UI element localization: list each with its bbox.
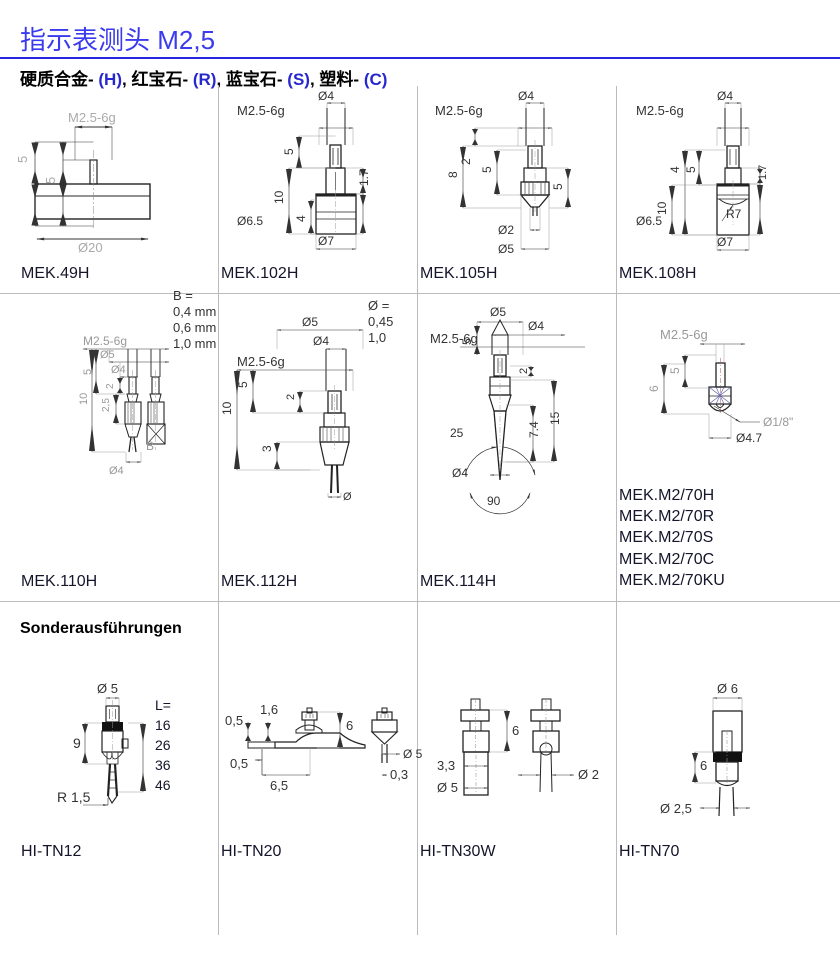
svg-text:10: 10 [78, 393, 90, 405]
svg-text:M2.5-6g: M2.5-6g [237, 354, 285, 369]
svg-text:2: 2 [459, 158, 473, 165]
svg-text:Ø1/8": Ø1/8" [763, 415, 793, 429]
svg-text:36: 36 [155, 757, 171, 773]
svg-text:5: 5 [668, 367, 682, 374]
svg-text:M2.5-6g: M2.5-6g [68, 110, 116, 125]
svg-text:M2.5-6g: M2.5-6g [83, 334, 127, 348]
svg-text:3,3: 3,3 [437, 758, 455, 773]
svg-text:6: 6 [512, 723, 519, 738]
svg-text:0,5: 0,5 [230, 756, 248, 771]
svg-text:Ø4: Ø4 [452, 466, 468, 480]
svg-text:Ø5: Ø5 [498, 242, 514, 256]
svg-text:15: 15 [548, 411, 562, 425]
svg-text:0,4 mm: 0,4 mm [173, 304, 216, 319]
svg-text:7.4: 7.4 [527, 421, 541, 438]
svg-text:L=: L= [155, 697, 171, 713]
svg-text:1.7: 1.7 [357, 169, 371, 186]
svg-text:25: 25 [450, 426, 464, 440]
svg-text:1,0: 1,0 [368, 330, 386, 345]
svg-text:Ø: Ø [343, 491, 352, 503]
svg-text:1,0 mm: 1,0 mm [173, 336, 216, 351]
svg-text:6: 6 [346, 718, 353, 733]
svg-text:5: 5 [15, 156, 30, 163]
svg-text:B =: B = [173, 288, 193, 303]
svg-text:M2.5-6g: M2.5-6g [435, 103, 483, 118]
svg-text:2: 2 [518, 368, 530, 374]
svg-text:Ø 2: Ø 2 [578, 767, 599, 782]
svg-text:B: B [146, 439, 154, 453]
svg-text:46: 46 [155, 777, 171, 793]
svg-text:Ø4: Ø4 [313, 334, 329, 348]
svg-text:4: 4 [668, 166, 682, 173]
svg-text:16: 16 [155, 717, 171, 733]
svg-text:10: 10 [655, 201, 669, 215]
svg-text:Ø6.5: Ø6.5 [636, 214, 662, 228]
svg-text:2: 2 [105, 383, 116, 389]
svg-text:0,6 mm: 0,6 mm [173, 320, 216, 335]
svg-text:5: 5 [480, 166, 494, 173]
svg-text:Ø4: Ø4 [109, 465, 124, 477]
svg-text:R 1,5: R 1,5 [57, 789, 91, 805]
svg-text:6,5: 6,5 [270, 778, 288, 793]
svg-text:Ø2: Ø2 [498, 223, 514, 237]
svg-text:Ø5: Ø5 [302, 315, 318, 329]
svg-text:5: 5 [236, 381, 250, 388]
svg-text:2: 2 [285, 394, 297, 400]
svg-text:Ø =: Ø = [368, 298, 389, 313]
svg-text:Ø4: Ø4 [528, 319, 544, 333]
svg-text:8: 8 [446, 171, 460, 178]
svg-text:M2.5-6g: M2.5-6g [237, 103, 285, 118]
svg-text:0,45: 0,45 [368, 314, 393, 329]
svg-text:Ø7: Ø7 [717, 235, 733, 249]
svg-text:Ø4: Ø4 [318, 89, 334, 103]
svg-text:0,3: 0,3 [390, 767, 408, 782]
svg-text:26: 26 [155, 737, 171, 753]
svg-text:Ø 5: Ø 5 [437, 780, 458, 795]
svg-text:10: 10 [272, 190, 286, 204]
svg-text:6: 6 [700, 758, 707, 773]
svg-text:Ø 5: Ø 5 [403, 747, 423, 761]
svg-text:Ø 6: Ø 6 [717, 681, 738, 696]
svg-text:2,5: 2,5 [101, 398, 112, 412]
svg-text:90: 90 [487, 494, 501, 508]
svg-text:Ø5: Ø5 [100, 349, 115, 361]
svg-text:6: 6 [647, 385, 661, 392]
svg-text:Ø4: Ø4 [518, 89, 534, 103]
svg-text:Ø20: Ø20 [78, 240, 103, 255]
svg-text:Ø 5: Ø 5 [97, 681, 118, 696]
svg-text:R7: R7 [726, 207, 742, 221]
svg-text:Ø7: Ø7 [318, 234, 334, 248]
svg-text:5: 5 [460, 338, 474, 345]
svg-text:0,5: 0,5 [225, 713, 243, 728]
svg-text:Ø6.5: Ø6.5 [237, 214, 263, 228]
svg-text:3: 3 [260, 445, 274, 452]
svg-text:1,6: 1,6 [260, 702, 278, 717]
svg-text:Ø 2,5: Ø 2,5 [660, 801, 692, 816]
svg-text:10: 10 [220, 401, 234, 415]
svg-text:5: 5 [684, 166, 698, 173]
svg-text:5: 5 [282, 148, 296, 155]
svg-text:5: 5 [82, 369, 94, 375]
svg-text:M2.5-6g: M2.5-6g [636, 103, 684, 118]
svg-text:5: 5 [43, 177, 58, 184]
svg-text:4: 4 [294, 215, 308, 222]
svg-text:1.7: 1.7 [757, 165, 769, 180]
svg-text:9: 9 [73, 735, 81, 751]
svg-text:Ø4: Ø4 [111, 364, 126, 376]
svg-text:5: 5 [551, 183, 565, 190]
svg-text:Ø5: Ø5 [490, 305, 506, 319]
svg-text:M2.5-6g: M2.5-6g [660, 327, 708, 342]
svg-text:Ø4: Ø4 [717, 89, 733, 103]
svg-text:Ø4.7: Ø4.7 [736, 431, 762, 445]
